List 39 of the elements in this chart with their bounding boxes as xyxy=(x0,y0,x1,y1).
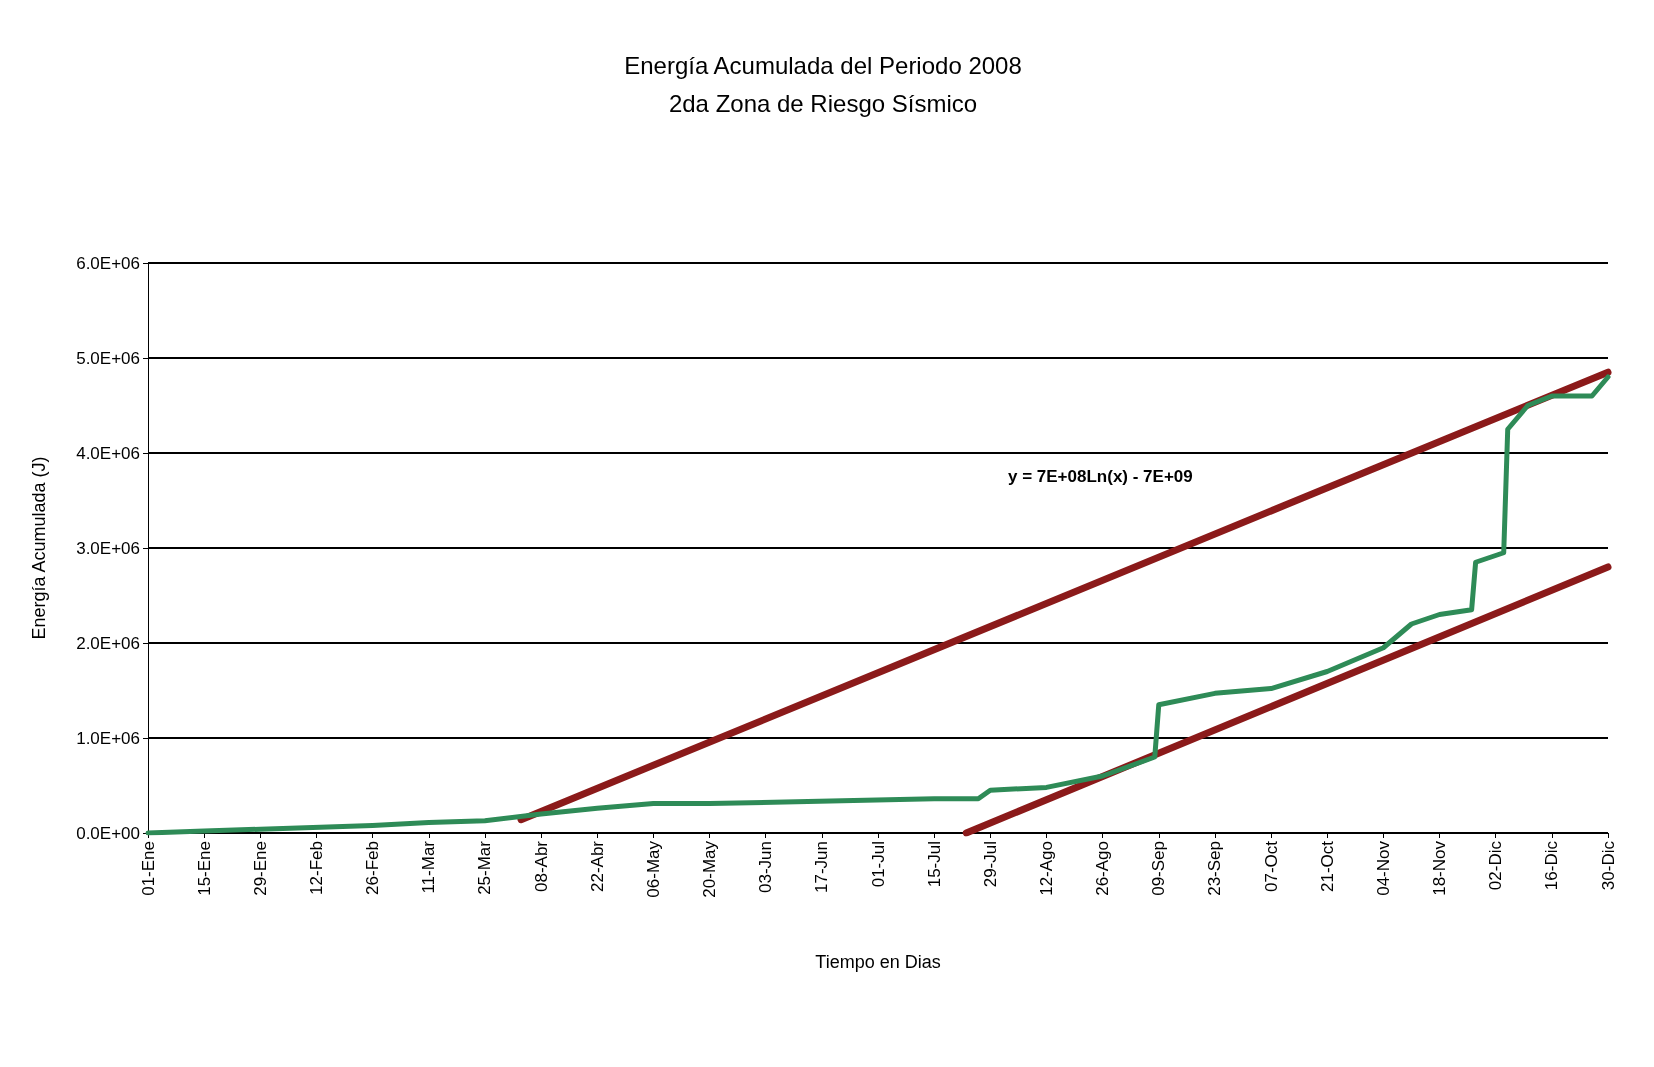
y-tick-label: 2.0E+06 xyxy=(76,633,140,653)
x-tick-label: 07-Oct xyxy=(1261,840,1281,893)
x-tick-label: 25-Mar xyxy=(475,840,495,895)
x-tick-label: 06-May xyxy=(643,840,663,898)
chart-title: Energía Acumulada del Periodo 2008 xyxy=(624,51,1022,79)
x-tick-label: 26-Feb xyxy=(363,841,383,895)
x-tick-label: 08-Abr xyxy=(531,840,551,893)
y-tick-label: 4.0E+06 xyxy=(76,443,140,463)
x-tick-label: 01-Ene xyxy=(138,841,158,896)
y-axis-title: Energía Acumulada (J) xyxy=(29,456,49,640)
x-tick-label: 03-Jun xyxy=(756,841,776,893)
x-tick-label: 23-Sep xyxy=(1205,841,1225,896)
x-tick-label: 02-Dic xyxy=(1486,840,1506,891)
y-tick-label: 1.0E+06 xyxy=(76,728,140,748)
x-tick-label: 22-Abr xyxy=(587,840,607,893)
x-tick-label: 29-Ene xyxy=(250,841,270,896)
y-tick-label: 0.0E+00 xyxy=(76,823,140,843)
x-tick-label: 21-Oct xyxy=(1317,840,1337,893)
x-tick-label: 16-Dic xyxy=(1542,840,1562,891)
x-tick-label: 17-Jun xyxy=(812,841,832,893)
x-tick-label: 04-Nov xyxy=(1373,840,1393,896)
x-axis-title: Tiempo en Dias xyxy=(815,952,941,972)
x-tick-label: 29-Jul xyxy=(980,841,1000,888)
x-tick-label: 26-Ago xyxy=(1093,841,1113,896)
x-tick-label: 11-Mar xyxy=(419,840,439,894)
x-tick-label: 30-Dic xyxy=(1598,840,1618,891)
x-tick-label: 09-Sep xyxy=(1149,841,1169,896)
x-tick-label: 01-Jul xyxy=(868,841,888,888)
x-tick-label: 20-May xyxy=(700,840,720,898)
chart-subtitle: 2da Zona de Riesgo Sísmico xyxy=(668,89,978,117)
x-tick-label: 12-Ago xyxy=(1036,841,1056,896)
y-tick-label: 6.0E+06 xyxy=(76,253,140,273)
y-tick-label: 3.0E+06 xyxy=(76,538,140,558)
x-tick-label: 18-Nov xyxy=(1430,840,1450,896)
x-tick-label: 12-Feb xyxy=(306,841,326,895)
x-tick-label: 15-Ene xyxy=(194,841,214,896)
x-tick-label: 15-Jul xyxy=(924,841,944,888)
annotation: y = 7E+08Ln(x) - 7E+09 xyxy=(1008,467,1193,486)
y-tick-label: 5.0E+06 xyxy=(76,348,140,368)
